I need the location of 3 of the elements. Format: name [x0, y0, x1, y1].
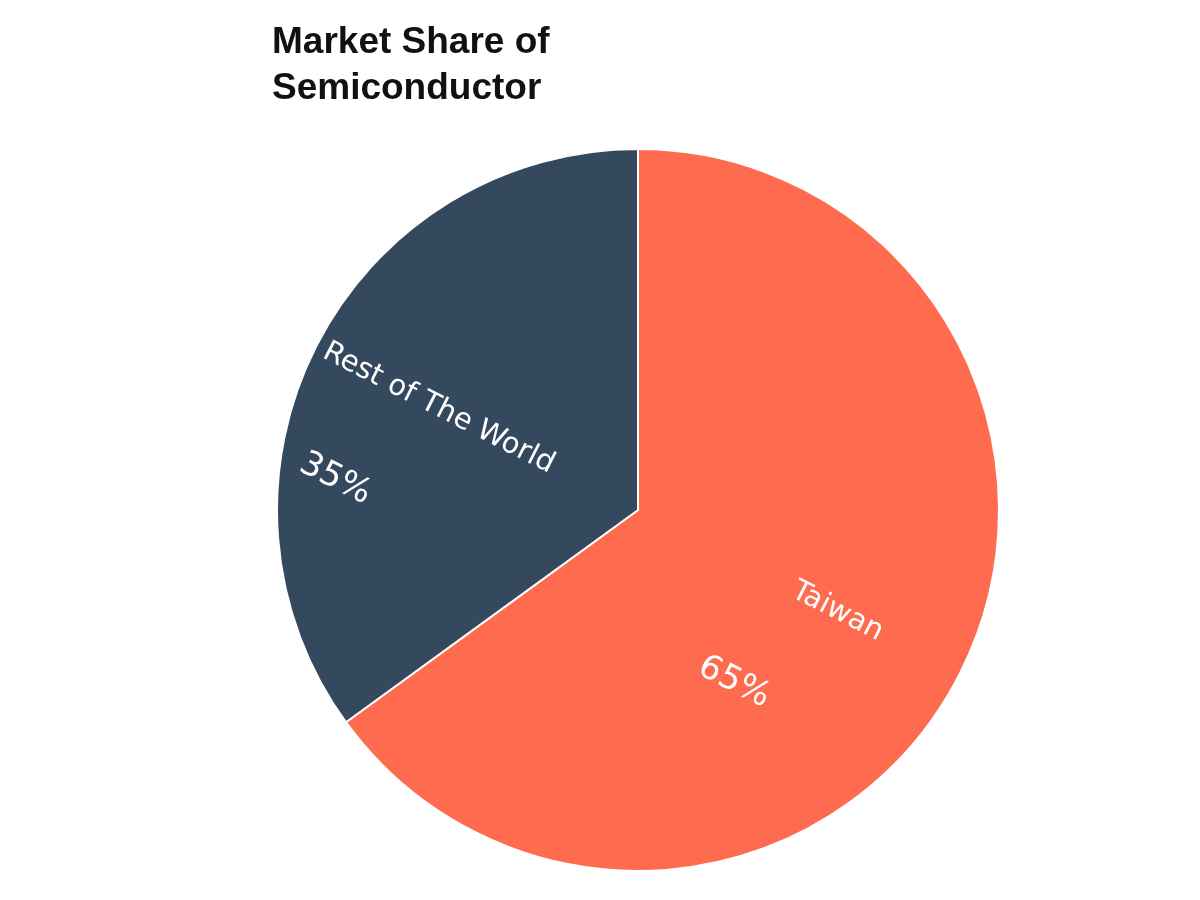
data-label: 65%	[692, 644, 779, 715]
chart-title: Market Share of Semiconductor	[272, 19, 551, 109]
data-label: 35%	[293, 441, 380, 512]
